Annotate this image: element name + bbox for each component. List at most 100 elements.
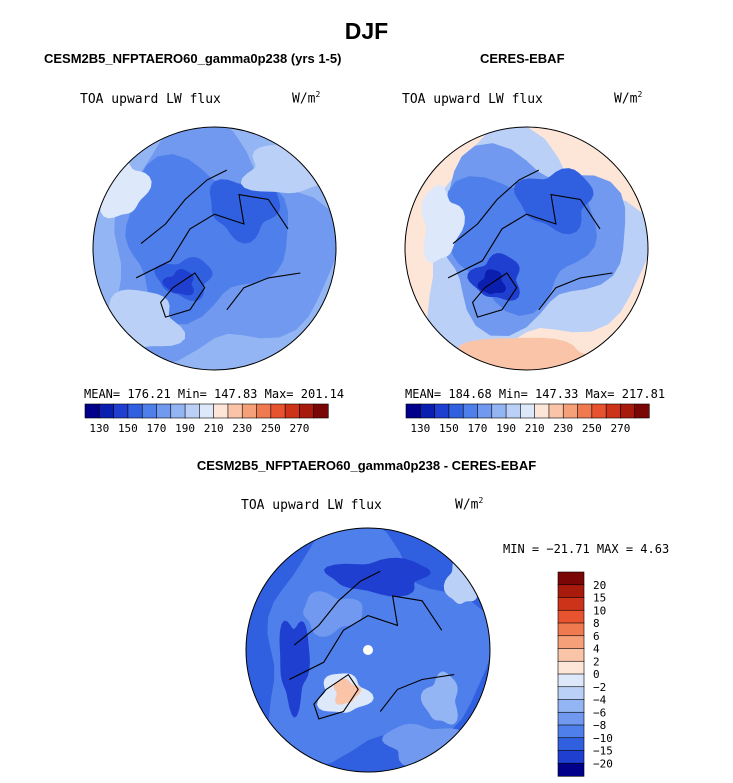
right-map-coastline <box>447 193 601 279</box>
left-colorbar-tick-label: 270 <box>289 422 309 435</box>
diff-map-contour-region <box>420 671 458 725</box>
right-colorbar-swatch <box>405 403 421 419</box>
diff-colorbar-swatch <box>557 660 585 675</box>
diff-colorbar-swatch <box>557 609 585 624</box>
left-map-field <box>93 127 336 370</box>
diff-colorbar-tick-label: −4 <box>593 694 607 707</box>
right-colorbar-swatch <box>634 403 650 419</box>
left-colorbar-tick-label: 210 <box>204 422 224 435</box>
left-colorbar-swatch <box>199 403 215 419</box>
left-map-contour-region <box>162 269 194 296</box>
left-colorbar-tick-label: 170 <box>147 422 167 435</box>
diff-colorbar-swatch <box>557 750 585 764</box>
diff-colorbar-swatch <box>557 622 585 637</box>
diff-panel-title: CESM2B5_NFPTAERO60_gamma0p238 - CERES-EB… <box>196 458 537 473</box>
right-map-contour-region <box>513 168 594 235</box>
diff-colorbar-swatch <box>557 673 585 688</box>
diff-colorbar-swatch <box>557 762 585 777</box>
right-panel-title: CERES-EBAF <box>480 51 565 66</box>
diff-colorbar-swatch <box>557 724 585 739</box>
right-colorbar-swatch <box>448 403 464 419</box>
left-colorbar-tick-label: 230 <box>232 422 252 435</box>
diff-colorbar-tick-label: 20 <box>593 579 606 592</box>
diff-colorbar-swatch <box>557 584 585 599</box>
right-colorbar-swatch <box>462 403 479 419</box>
left-map-coastline <box>226 272 301 311</box>
right-colorbar-tick-label: 270 <box>610 422 630 435</box>
diff-colorbar-swatch <box>557 699 585 713</box>
diff-stats: MIN = −21.71 MAX = 4.63 <box>503 542 670 556</box>
left-map-contour-region <box>209 179 281 244</box>
left-variable-label: TOA upward LW flux <box>80 92 221 107</box>
left-map-coastline <box>140 169 228 245</box>
right-colorbar-swatch <box>505 403 521 419</box>
diff-map-pole-marker <box>363 645 373 655</box>
diff-map-contour-region <box>333 678 361 705</box>
left-colorbar-swatch <box>213 403 229 419</box>
right-polar-map <box>404 126 649 371</box>
diff-colorbar-tick-label: −8 <box>593 719 606 732</box>
diff-colorbar-tick-label: 10 <box>593 604 606 617</box>
left-colorbar-tick-label: 130 <box>89 422 109 435</box>
right-colorbar-swatch <box>434 403 450 419</box>
left-polar-map <box>92 126 337 371</box>
right-colorbar-swatch <box>548 403 564 419</box>
left-colorbar: 130 150 170 190 210 230 250 270 <box>84 403 329 435</box>
left-colorbar-swatch <box>141 403 158 419</box>
diff-colorbar-swatch <box>557 597 585 611</box>
left-colorbar-swatch <box>98 403 115 419</box>
season-title: DJF <box>344 18 389 44</box>
diff-colorbar-tick-label: −10 <box>593 732 613 745</box>
right-map-field <box>405 127 648 370</box>
diff-map-coastline <box>289 595 443 680</box>
left-colorbar-swatch <box>270 403 286 419</box>
right-colorbar-tick-label: 150 <box>439 422 459 435</box>
diff-map-contour-region <box>279 620 310 718</box>
right-map-contour-region <box>434 337 633 370</box>
diff-colorbar-swatch <box>557 635 585 650</box>
right-colorbar-swatch <box>605 403 622 419</box>
diff-colorbar-tick-label: −15 <box>593 745 613 758</box>
left-map-contour-region <box>240 144 336 194</box>
right-colorbar-tick-label: 190 <box>496 422 516 435</box>
diff-colorbar-tick-label: 4 <box>593 643 600 656</box>
right-units-label: W/m2 <box>614 90 643 107</box>
left-colorbar-swatch <box>84 403 100 419</box>
left-colorbar-swatch <box>227 403 243 419</box>
left-colorbar-swatch <box>299 403 315 419</box>
left-colorbar-swatch <box>241 403 258 419</box>
right-colorbar-swatch <box>591 403 607 419</box>
right-colorbar-swatch <box>577 403 593 419</box>
left-colorbar-swatch <box>113 403 129 419</box>
diff-colorbar-tick-label: 8 <box>593 617 600 630</box>
right-colorbar-tick-label: 170 <box>468 422 488 435</box>
left-map-coastline <box>159 272 206 318</box>
diff-colorbar-swatch <box>557 737 585 752</box>
right-map-coastline <box>471 272 518 318</box>
right-colorbar-swatch <box>520 403 536 419</box>
right-colorbar-tick-label: 130 <box>410 422 430 435</box>
left-stats: MEAN= 176.21 Min= 147.83 Max= 201.14 <box>84 387 345 401</box>
right-colorbar-swatch <box>534 403 550 419</box>
diff-polar-map <box>245 527 491 773</box>
left-units-label: W/m2 <box>292 90 321 107</box>
left-colorbar-tick-label: 190 <box>175 422 195 435</box>
right-colorbar-swatch <box>477 403 493 419</box>
right-colorbar-swatch <box>620 403 636 419</box>
diff-colorbar-tick-label: 6 <box>593 630 600 643</box>
diff-map-coastline <box>379 674 455 712</box>
left-colorbar-swatch <box>170 403 186 419</box>
diff-units-label: W/m2 <box>455 496 484 513</box>
diff-colorbar-tick-label: −6 <box>593 706 606 719</box>
right-colorbar-swatch <box>491 403 507 419</box>
diff-colorbar-tick-label: 0 <box>593 668 600 681</box>
right-colorbar-swatch <box>419 403 436 419</box>
left-colorbar-swatch <box>313 403 329 419</box>
diff-map-map-border <box>245 527 491 773</box>
left-colorbar-swatch <box>256 403 272 419</box>
left-colorbar-swatch <box>127 403 143 419</box>
diff-colorbar-swatch <box>557 711 585 726</box>
diff-variable-label: TOA upward LW flux <box>241 498 382 513</box>
diff-map-coastline <box>293 570 381 646</box>
left-panel-title: CESM2B5_NFPTAERO60_gamma0p238 (yrs 1-5) <box>44 51 342 66</box>
